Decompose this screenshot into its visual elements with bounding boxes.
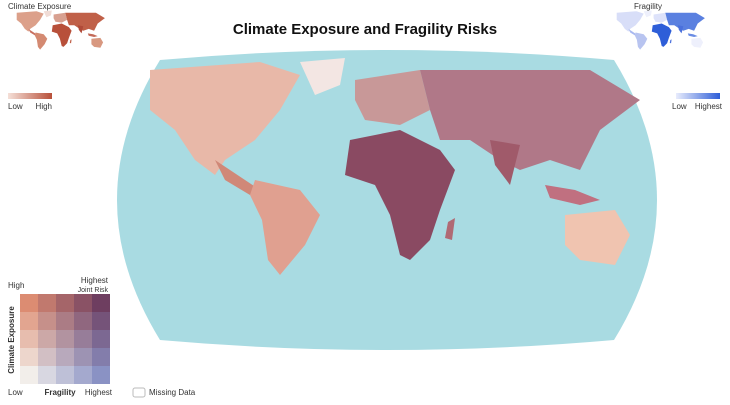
fragility-inset — [616, 10, 705, 50]
exposure-scale — [8, 93, 52, 99]
legend-cell — [20, 366, 38, 384]
legend-corner: Highest — [81, 276, 109, 285]
legend-cell — [92, 294, 110, 312]
exposure-inset — [16, 10, 105, 50]
inset-title: Climate Exposure — [8, 2, 72, 11]
fragility-scale — [676, 93, 720, 99]
legend-missing: Missing Data — [149, 388, 196, 397]
missing-swatch — [132, 387, 146, 398]
legend-cell — [74, 312, 92, 330]
legend-cell — [74, 348, 92, 366]
legend-cell — [20, 330, 38, 348]
legend-cell — [56, 294, 74, 312]
scale-high: Highest — [695, 102, 723, 111]
legend-cell — [92, 312, 110, 330]
legend-cell — [74, 294, 92, 312]
map-title: Climate Exposure and Fragility Risks — [233, 21, 497, 38]
legend-cell — [92, 330, 110, 348]
legend-cell — [38, 348, 56, 366]
legend-cell — [92, 366, 110, 384]
scale-low: Low — [8, 102, 23, 111]
legend-cell — [56, 312, 74, 330]
legend-cell — [56, 330, 74, 348]
legend-cell — [20, 294, 38, 312]
legend-x-axis: Fragility — [44, 388, 76, 397]
legend-cell — [74, 330, 92, 348]
legend-y-axis: Climate Exposure — [7, 306, 16, 374]
legend-cell — [56, 366, 74, 384]
scale-low: Low — [672, 102, 687, 111]
legend-cell — [20, 312, 38, 330]
legend-cell — [38, 312, 56, 330]
legend-cell — [38, 330, 56, 348]
scale-high: High — [36, 102, 52, 111]
legend-x-high: Highest — [85, 388, 113, 397]
bivariate-legend — [20, 294, 110, 384]
legend-cell — [20, 348, 38, 366]
legend-corner: Joint Risk — [78, 287, 109, 294]
legend-cell — [38, 294, 56, 312]
legend-cell — [92, 348, 110, 366]
legend-cell — [38, 366, 56, 384]
legend-x-low: Low — [8, 388, 23, 397]
legend-y-high: High — [8, 281, 24, 290]
legend-cell — [74, 366, 92, 384]
legend-cell — [56, 348, 74, 366]
inset-title: Fragility — [634, 2, 662, 11]
